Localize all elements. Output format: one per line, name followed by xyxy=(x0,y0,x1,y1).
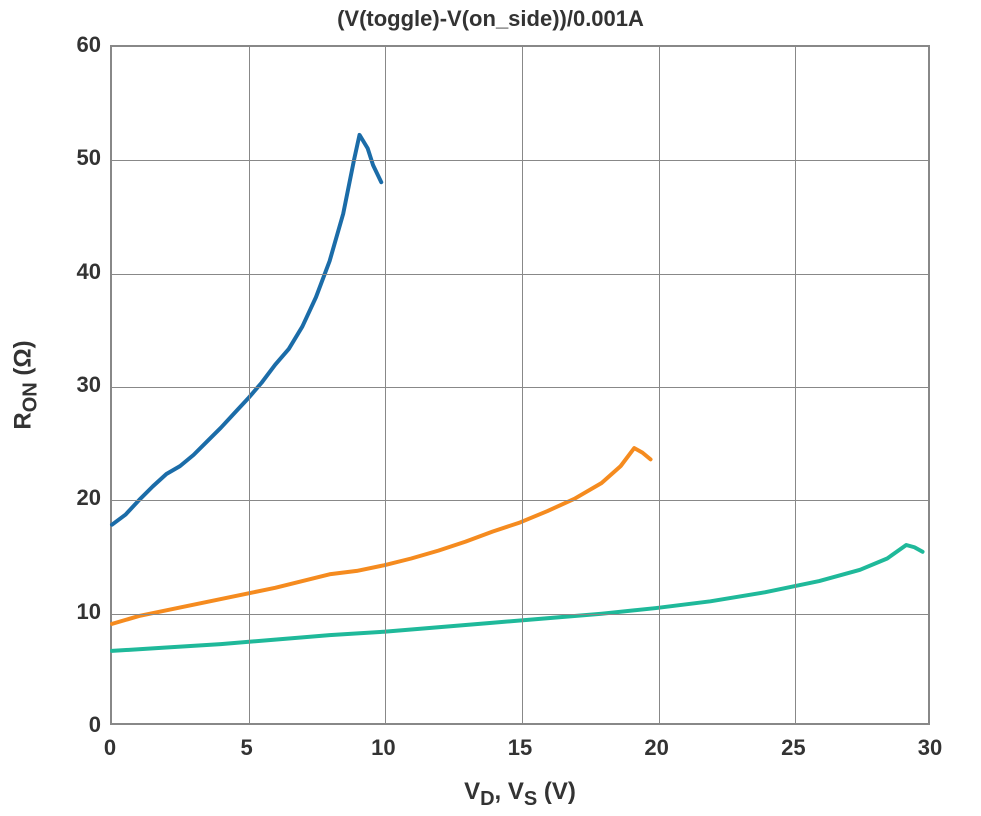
chart-svg xyxy=(112,47,928,723)
y-tick-label: 30 xyxy=(41,372,101,398)
grid-line-horizontal xyxy=(112,274,928,275)
x-tick-label: 0 xyxy=(80,735,140,761)
y-axis-label-suffix: (Ω) xyxy=(10,340,37,382)
x-axis-label: VD, VS (V) xyxy=(464,778,576,811)
x-axis-label-sub1: D xyxy=(480,788,494,810)
y-tick-label: 10 xyxy=(41,599,101,625)
grid-line-vertical xyxy=(522,47,523,723)
grid-line-vertical xyxy=(249,47,250,723)
plot-area xyxy=(110,45,930,725)
grid-line-vertical xyxy=(385,47,386,723)
grid-line-horizontal xyxy=(112,614,928,615)
x-tick-label: 5 xyxy=(217,735,277,761)
series-blue xyxy=(112,135,381,525)
grid-line-horizontal xyxy=(112,387,928,388)
x-tick-label: 15 xyxy=(490,735,550,761)
grid-line-horizontal xyxy=(112,160,928,161)
grid-line-horizontal xyxy=(112,500,928,501)
x-axis-label-suffix: (V) xyxy=(537,778,576,805)
y-tick-label: 50 xyxy=(41,145,101,171)
y-tick-label: 20 xyxy=(41,485,101,511)
y-tick-label: 40 xyxy=(41,259,101,285)
y-axis-label-sub: ON xyxy=(19,382,41,412)
x-tick-label: 30 xyxy=(900,735,960,761)
y-tick-label: 0 xyxy=(41,712,101,738)
grid-line-vertical xyxy=(795,47,796,723)
x-tick-label: 25 xyxy=(763,735,823,761)
grid-line-vertical xyxy=(659,47,660,723)
y-axis-label-prefix: R xyxy=(10,412,37,429)
y-tick-label: 60 xyxy=(41,32,101,58)
x-axis-label-prefix: V xyxy=(464,778,480,805)
series-orange xyxy=(112,448,651,624)
chart-container: (V(toggle)-V(on_side))/0.001A RON (Ω) VD… xyxy=(0,0,981,816)
x-tick-label: 20 xyxy=(627,735,687,761)
x-axis-label-mid: , V xyxy=(495,778,524,805)
y-axis-label: RON (Ω) xyxy=(10,340,43,429)
x-axis-label-sub2: S xyxy=(524,788,537,810)
chart-title: (V(toggle)-V(on_side))/0.001A xyxy=(0,6,981,32)
x-tick-label: 10 xyxy=(353,735,413,761)
